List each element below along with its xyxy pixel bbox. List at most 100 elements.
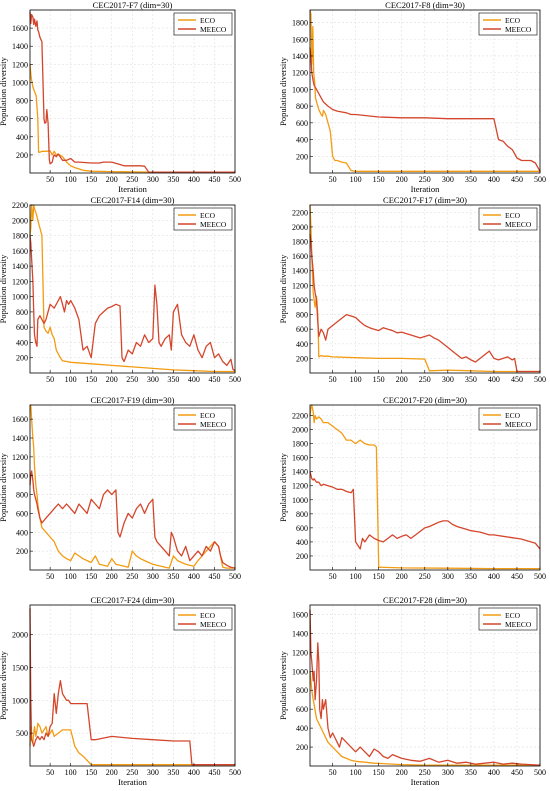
- series-line-meeco: [29, 235, 236, 372]
- x-tick-label: 250: [126, 572, 138, 581]
- y-tick-label: 400: [16, 133, 28, 142]
- y-tick-label: 2200: [292, 412, 308, 421]
- y-tick-label: 800: [296, 686, 308, 695]
- y-tick-label: 2000: [292, 426, 308, 435]
- x-tick-label: 300: [442, 768, 454, 777]
- x-tick-label: 300: [442, 572, 454, 581]
- y-tick-label: 2200: [12, 201, 28, 210]
- x-tick-label: 150: [85, 175, 97, 184]
- x-tick-label: 500: [534, 572, 546, 581]
- y-axis-label: Population diversity: [278, 254, 288, 323]
- y-tick-label: 200: [296, 152, 308, 161]
- chart-4: 50 100 150 200 250 300 350 400 450 500 200 400 600 80…: [278, 195, 546, 384]
- y-axis-label: Population diversity: [0, 650, 8, 719]
- y-tick-label: 200: [16, 354, 28, 363]
- series-line-meeco: [309, 609, 541, 766]
- x-tick-label: 350: [167, 768, 179, 777]
- y-tick-label: 1600: [292, 35, 308, 44]
- y-tick-label: 1600: [12, 24, 28, 33]
- series-line-eco: [29, 722, 235, 766]
- x-tick-label: 300: [147, 375, 159, 384]
- y-tick-label: 1600: [12, 415, 28, 424]
- series-line-meeco: [309, 234, 540, 373]
- legend-label: MEECO: [200, 620, 227, 629]
- x-tick-label: 150: [85, 768, 97, 777]
- y-tick-label: 1400: [12, 42, 28, 51]
- x-tick-label: 150: [373, 175, 385, 184]
- x-tick-label: 500: [229, 375, 241, 384]
- x-tick-label: 450: [511, 175, 523, 184]
- y-tick-label: 600: [16, 323, 28, 332]
- y-tick-label: 200: [296, 743, 308, 752]
- x-tick-label: 350: [465, 572, 477, 581]
- x-tick-label: 200: [396, 768, 408, 777]
- x-tick-label: 50: [46, 572, 54, 581]
- x-tick-label: 500: [229, 768, 241, 777]
- y-tick-label: 1200: [292, 648, 308, 657]
- legend-label: MEECO: [505, 25, 532, 34]
- series-line-meeco: [29, 470, 236, 569]
- x-tick-label: 250: [126, 175, 138, 184]
- x-tick-label: 450: [511, 572, 523, 581]
- series-line-meeco: [309, 471, 541, 550]
- x-tick-label: 350: [167, 572, 179, 581]
- y-tick-label: 600: [16, 509, 28, 518]
- y-tick-label: 2200: [292, 208, 308, 217]
- x-tick-label: 300: [442, 375, 454, 384]
- x-tick-label: 50: [329, 175, 337, 184]
- legend-label: ECO: [505, 411, 521, 420]
- chart-title: CEC2017-F8 (dim=30): [385, 0, 465, 10]
- y-tick-label: 400: [296, 136, 308, 145]
- x-tick-label: 450: [208, 572, 220, 581]
- y-tick-label: 1600: [292, 610, 308, 619]
- x-tick-label: 50: [329, 768, 337, 777]
- y-tick-label: 1200: [12, 453, 28, 462]
- x-tick-label: 400: [488, 375, 500, 384]
- series-line-meeco: [29, 11, 235, 173]
- x-tick-label: 250: [419, 175, 431, 184]
- y-tick-label: 1400: [12, 262, 28, 271]
- y-tick-label: 1000: [292, 496, 308, 505]
- legend-label: ECO: [200, 211, 216, 220]
- series-line-eco: [309, 204, 540, 373]
- y-tick-label: 200: [296, 552, 308, 561]
- x-tick-label: 100: [350, 572, 362, 581]
- chart-5: 50 100 150 200 250 300 350 400 450 500 200 400 600 80…: [0, 395, 241, 581]
- x-axis-label: Iteration: [118, 184, 148, 194]
- y-axis-label: Population diversity: [0, 452, 8, 521]
- x-tick-label: 100: [65, 375, 77, 384]
- y-tick-label: 800: [16, 308, 28, 317]
- x-tick-label: 400: [188, 375, 200, 384]
- series-line-eco: [309, 9, 540, 172]
- x-tick-label: 100: [65, 768, 77, 777]
- series-line-eco: [29, 204, 235, 373]
- y-tick-label: 600: [296, 524, 308, 533]
- x-tick-label: 500: [229, 572, 241, 581]
- y-tick-label: 400: [16, 528, 28, 537]
- x-tick-label: 100: [65, 175, 77, 184]
- x-axis-label: Iteration: [118, 777, 148, 787]
- x-tick-label: 50: [329, 375, 337, 384]
- legend-label: ECO: [200, 411, 216, 420]
- y-tick-label: 2000: [12, 216, 28, 225]
- x-tick-label: 300: [147, 175, 159, 184]
- y-tick-label: 400: [296, 340, 308, 349]
- x-tick-label: 250: [419, 375, 431, 384]
- chart-8: 50 100 150 200 250 300 350 400 450 500 200 400 600 80…: [278, 595, 546, 787]
- y-tick-label: 1800: [12, 232, 28, 241]
- x-tick-label: 50: [46, 768, 54, 777]
- y-axis-label: Population diversity: [278, 56, 288, 125]
- y-tick-label: 1000: [12, 472, 28, 481]
- y-tick-label: 1600: [292, 454, 308, 463]
- x-tick-label: 200: [106, 375, 118, 384]
- x-tick-label: 400: [188, 572, 200, 581]
- x-tick-label: 450: [208, 375, 220, 384]
